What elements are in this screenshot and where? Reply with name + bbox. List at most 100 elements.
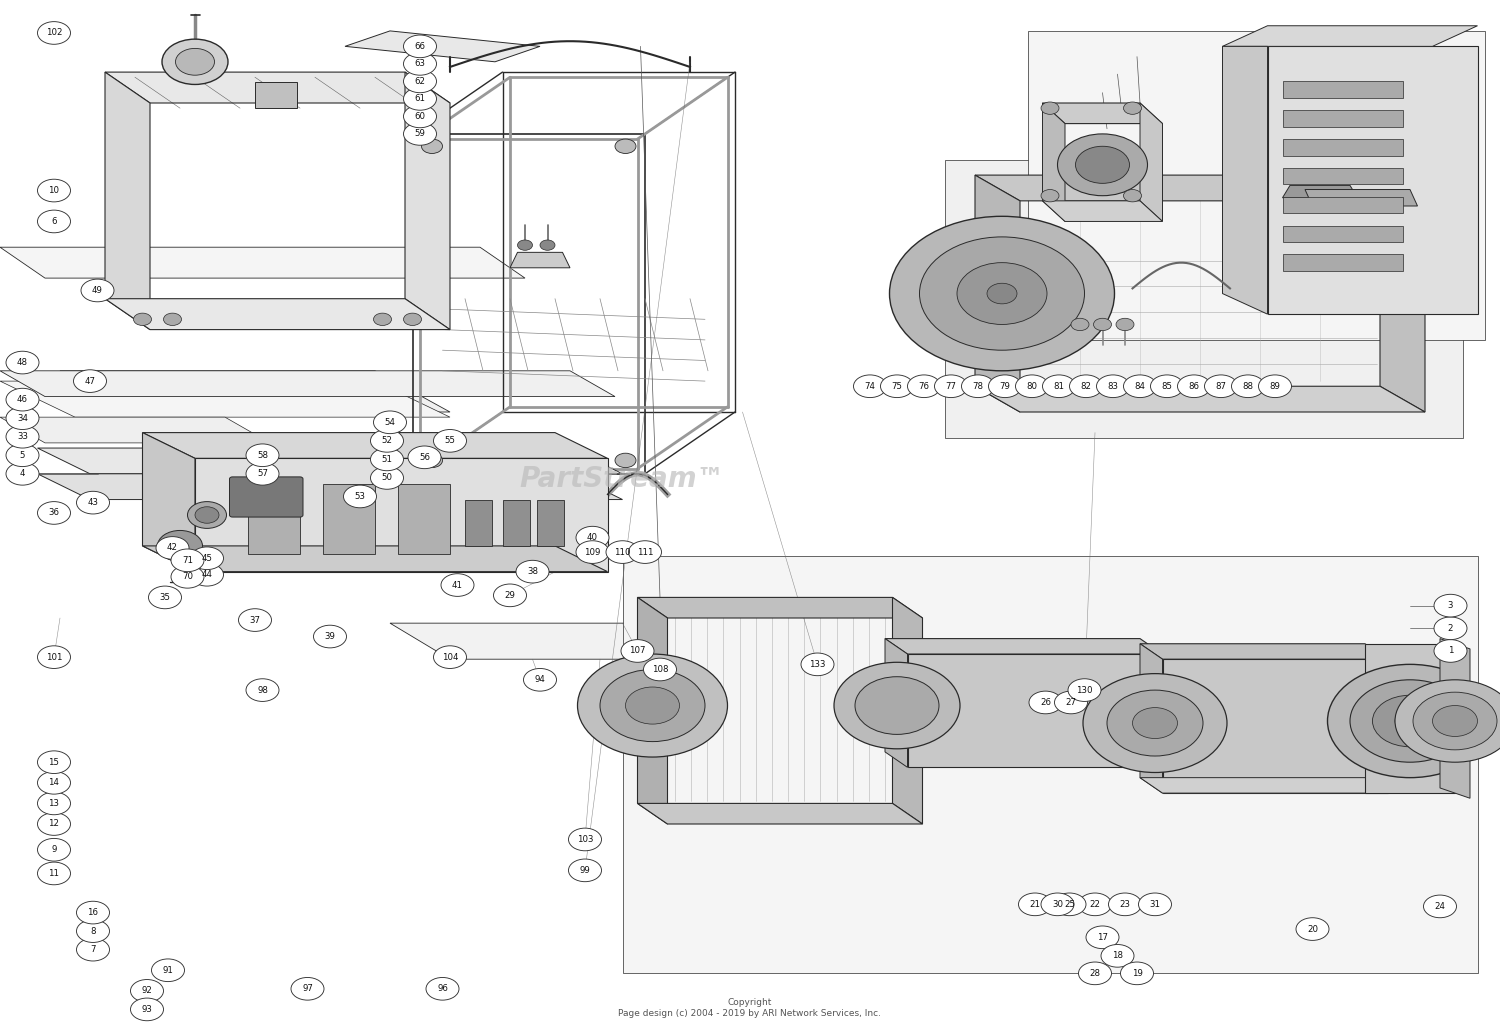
Text: 75: 75 — [891, 382, 903, 390]
Text: 81: 81 — [1053, 382, 1065, 390]
Circle shape — [188, 502, 226, 528]
FancyBboxPatch shape — [1282, 168, 1402, 184]
Circle shape — [1178, 375, 1210, 398]
Text: 54: 54 — [384, 418, 396, 426]
Circle shape — [76, 491, 110, 514]
Circle shape — [1041, 893, 1074, 916]
Text: 57: 57 — [256, 470, 268, 478]
Text: 1: 1 — [1448, 647, 1454, 655]
FancyBboxPatch shape — [1282, 226, 1402, 242]
Text: Copyright
Page design (c) 2004 - 2019 by ARI Network Services, Inc.: Copyright Page design (c) 2004 - 2019 by… — [618, 998, 882, 1018]
Polygon shape — [38, 448, 622, 474]
Text: 86: 86 — [1188, 382, 1200, 390]
Text: 53: 53 — [354, 492, 366, 501]
Text: 89: 89 — [1269, 382, 1281, 390]
Circle shape — [1041, 190, 1059, 202]
Circle shape — [988, 375, 1022, 398]
Circle shape — [404, 70, 436, 93]
Circle shape — [1434, 617, 1467, 640]
Text: 107: 107 — [630, 647, 645, 655]
FancyBboxPatch shape — [1282, 110, 1402, 127]
Polygon shape — [1042, 103, 1065, 221]
Text: 42: 42 — [166, 544, 178, 552]
Circle shape — [615, 453, 636, 468]
Polygon shape — [1162, 659, 1388, 793]
Circle shape — [834, 662, 960, 749]
Text: 110: 110 — [615, 548, 630, 556]
Polygon shape — [1140, 778, 1388, 793]
Circle shape — [518, 240, 532, 250]
Circle shape — [1076, 146, 1130, 183]
Text: 63: 63 — [414, 60, 426, 68]
Circle shape — [987, 283, 1017, 304]
Circle shape — [1041, 102, 1059, 114]
FancyBboxPatch shape — [1282, 81, 1402, 98]
Circle shape — [76, 938, 110, 961]
Text: 35: 35 — [159, 593, 171, 602]
Circle shape — [1434, 640, 1467, 662]
Text: 82: 82 — [1080, 382, 1092, 390]
Circle shape — [370, 448, 404, 471]
Text: 14: 14 — [48, 779, 60, 787]
Circle shape — [6, 351, 39, 374]
Text: 11: 11 — [48, 869, 60, 878]
Polygon shape — [60, 371, 450, 412]
Circle shape — [1372, 695, 1448, 747]
Circle shape — [1124, 102, 1142, 114]
Circle shape — [404, 105, 436, 128]
FancyBboxPatch shape — [1282, 139, 1402, 156]
Circle shape — [374, 313, 392, 325]
Polygon shape — [1440, 639, 1470, 798]
Circle shape — [6, 444, 39, 467]
Circle shape — [156, 537, 189, 559]
Text: PartStream™: PartStream™ — [520, 465, 724, 493]
Text: 22: 22 — [1089, 900, 1101, 908]
Circle shape — [644, 658, 676, 681]
Circle shape — [855, 677, 939, 734]
Circle shape — [76, 901, 110, 924]
Text: 103: 103 — [576, 835, 592, 844]
Polygon shape — [1268, 46, 1478, 314]
Circle shape — [246, 462, 279, 485]
Circle shape — [38, 813, 70, 835]
Text: 102: 102 — [45, 29, 62, 37]
Polygon shape — [885, 639, 908, 767]
Circle shape — [238, 609, 272, 631]
Text: 109: 109 — [585, 548, 600, 556]
Circle shape — [370, 467, 404, 489]
Circle shape — [344, 485, 376, 508]
Text: 61: 61 — [414, 95, 426, 103]
Circle shape — [626, 687, 680, 724]
Circle shape — [246, 679, 279, 701]
Circle shape — [890, 216, 1114, 371]
Circle shape — [171, 549, 204, 572]
Polygon shape — [1028, 31, 1485, 340]
Text: 93: 93 — [141, 1005, 153, 1014]
Circle shape — [1258, 375, 1292, 398]
Circle shape — [38, 502, 70, 524]
Circle shape — [1101, 945, 1134, 967]
Circle shape — [1016, 375, 1048, 398]
Circle shape — [164, 313, 182, 325]
Circle shape — [1086, 926, 1119, 949]
Text: 20: 20 — [1306, 925, 1318, 933]
Text: 84: 84 — [1134, 382, 1146, 390]
Text: 58: 58 — [256, 451, 268, 459]
Circle shape — [38, 179, 70, 202]
Circle shape — [6, 425, 39, 448]
Text: 62: 62 — [414, 77, 426, 85]
Circle shape — [1232, 375, 1264, 398]
Polygon shape — [622, 556, 1478, 973]
Polygon shape — [0, 417, 270, 443]
Circle shape — [130, 980, 164, 1002]
Polygon shape — [405, 72, 450, 330]
Circle shape — [1350, 680, 1470, 762]
Text: 5: 5 — [20, 451, 26, 459]
Circle shape — [1078, 962, 1112, 985]
FancyBboxPatch shape — [1282, 254, 1402, 271]
Circle shape — [38, 771, 70, 794]
Text: 46: 46 — [16, 396, 28, 404]
Text: 16: 16 — [87, 908, 99, 917]
Circle shape — [621, 640, 654, 662]
Text: 59: 59 — [414, 130, 426, 138]
